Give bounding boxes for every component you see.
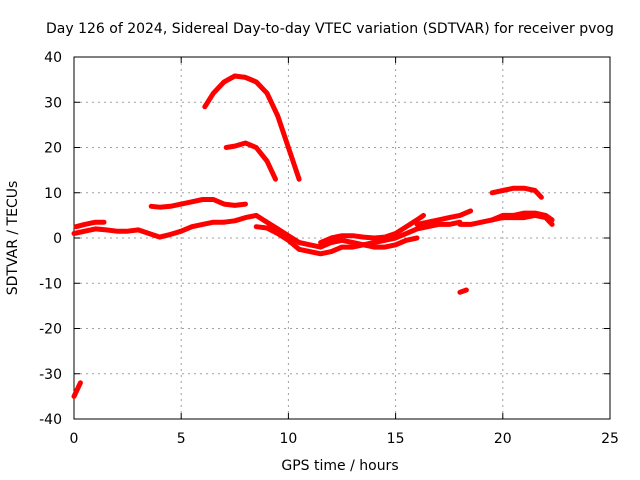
y-tick-label: -20 <box>39 322 62 338</box>
x-tick-label: 0 <box>70 431 79 447</box>
series-blip-neg-12 <box>457 287 469 295</box>
x-tick-label: 10 <box>279 431 297 447</box>
series-arc-10 <box>489 185 544 200</box>
tick-marks <box>73 56 611 420</box>
x-tick-label: 5 <box>177 431 186 447</box>
y-tick-label: -10 <box>39 276 62 292</box>
series-start-negative <box>71 380 83 399</box>
series-baseline-mid <box>221 212 463 250</box>
series-arc-7 <box>148 197 248 210</box>
series-arc-35 <box>202 73 302 182</box>
series-baseline-late <box>414 208 474 227</box>
y-tick-label: -40 <box>39 412 62 428</box>
x-tick-label: 15 <box>387 431 405 447</box>
series-baseline-early <box>71 219 227 240</box>
y-tick-label: 0 <box>53 231 62 247</box>
chart-title: Day 126 of 2024, Sidereal Day-to-day VTE… <box>46 21 614 37</box>
y-tick-label: 20 <box>44 141 62 157</box>
series-baseline-end-upper <box>489 210 555 223</box>
y-tick-label: 40 <box>44 50 62 66</box>
x-tick-labels: 0 5 10 15 20 25 <box>70 431 619 447</box>
series-baseline-mid-lower <box>253 224 420 257</box>
y-tick-labels: -40 -30 -20 -10 0 10 20 30 40 <box>39 50 62 428</box>
x-tick-label: 20 <box>494 431 512 447</box>
series-group <box>71 73 555 399</box>
y-tick-label: -30 <box>39 367 62 383</box>
series-baseline-mid-upper <box>318 212 426 245</box>
x-tick-label: 25 <box>601 431 619 447</box>
series-arc-20 <box>223 140 278 182</box>
series-baseline-early-upper <box>73 219 107 230</box>
y-tick-label: 30 <box>44 95 62 111</box>
y-axis-label: SDTVAR / TECUs <box>5 181 21 296</box>
y-tick-label: 10 <box>44 186 62 202</box>
x-axis-label: GPS time / hours <box>281 458 398 474</box>
